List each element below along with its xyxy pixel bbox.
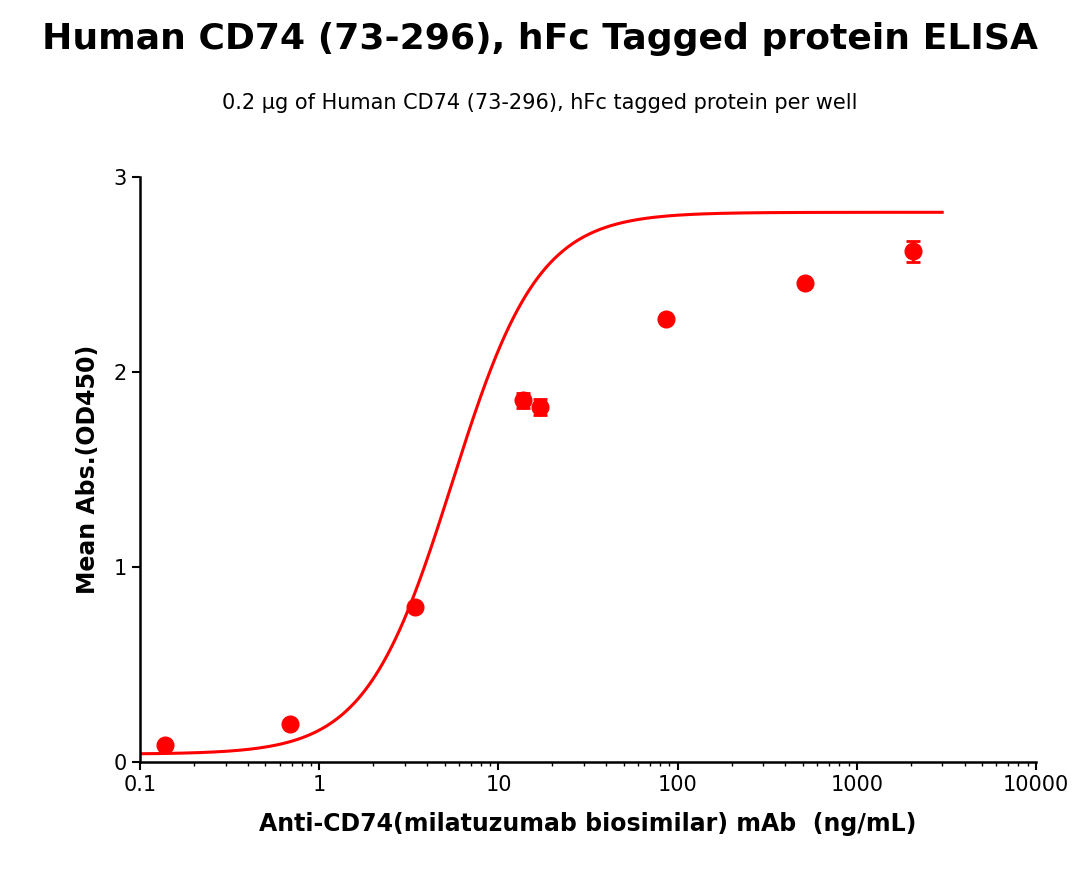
X-axis label: Anti-CD74(milatuzumab biosimilar) mAb  (ng/mL): Anti-CD74(milatuzumab biosimilar) mAb (n… — [259, 812, 917, 835]
Y-axis label: Mean Abs.(OD450): Mean Abs.(OD450) — [76, 345, 100, 595]
Text: 0.2 μg of Human CD74 (73-296), hFc tagged protein per well: 0.2 μg of Human CD74 (73-296), hFc tagge… — [222, 93, 857, 113]
Text: Human CD74 (73-296), hFc Tagged protein ELISA: Human CD74 (73-296), hFc Tagged protein … — [41, 22, 1038, 56]
